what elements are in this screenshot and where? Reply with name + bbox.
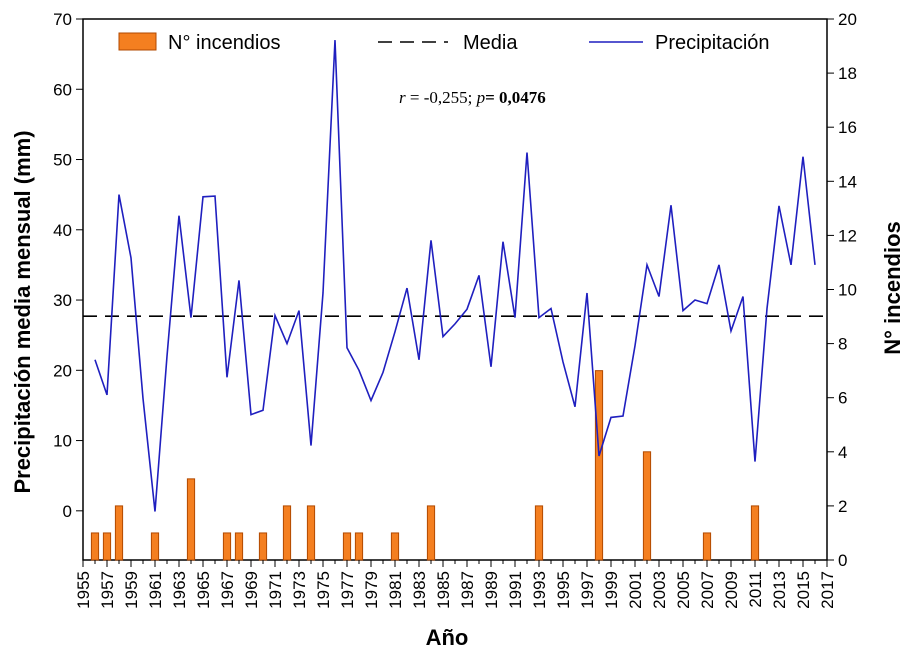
- x-axis: 1955 1957 1959 1961 1963 1965 1967 1969 1971 1973…: [74, 560, 837, 609]
- x-tick-label: 1957: [98, 571, 117, 609]
- x-tick-label: 1999: [602, 571, 621, 609]
- x-tick-label: 2009: [722, 571, 741, 609]
- x-tick-label: 1959: [122, 571, 141, 609]
- p-label: p: [476, 88, 486, 107]
- y-right-tick-label: 16: [838, 118, 857, 137]
- x-tick-label: 1967: [218, 571, 237, 609]
- x-tick-label: 1975: [314, 571, 333, 609]
- fire-bar: [222, 532, 232, 561]
- y-left-tick-label: 70: [53, 10, 72, 29]
- x-tick-label: 1963: [170, 571, 189, 609]
- x-tick-label: 1955: [74, 571, 93, 609]
- legend-bars-label: N° incendios: [168, 32, 281, 54]
- y-right-tick-label: 14: [838, 172, 857, 191]
- fire-bar: [702, 532, 712, 561]
- x-tick-label: 1993: [530, 571, 549, 609]
- legend: N° incendios Media Precipitación: [118, 32, 770, 54]
- y-axis-right-title: N° incendios: [880, 221, 905, 354]
- y-left-tick-label: 20: [53, 361, 72, 380]
- y-right-tick-label: 12: [838, 226, 857, 245]
- y-right-tick-label: 8: [838, 335, 847, 354]
- fire-bar: [642, 451, 652, 561]
- fire-bar: [150, 532, 160, 561]
- x-tick-label: 2017: [818, 571, 837, 609]
- x-tick-label: 1979: [362, 571, 381, 609]
- fire-bar: [114, 505, 124, 561]
- fire-bars: [90, 370, 760, 561]
- legend-mean-label: Media: [463, 32, 518, 54]
- x-tick-label: 1977: [338, 571, 357, 609]
- x-axis-title: Año: [426, 625, 469, 650]
- fire-bar: [186, 478, 196, 561]
- y-left-tick-label: 50: [53, 151, 72, 170]
- y-left-tick-label: 0: [63, 502, 72, 521]
- y-axis-left-title: Precipitación media mensual (mm): [10, 130, 35, 493]
- x-tick-label: 1989: [482, 571, 501, 609]
- x-tick-label: 2013: [770, 571, 789, 609]
- fire-bar: [750, 505, 760, 561]
- y-right-tick-label: 6: [838, 389, 847, 408]
- p-value: = 0,0476: [485, 88, 546, 107]
- correlation-annotation: r = -0,255; p= 0,0476: [399, 88, 546, 107]
- x-tick-label: 2007: [698, 571, 717, 609]
- x-tick-label: 1973: [290, 571, 309, 609]
- x-tick-label: 2011: [746, 571, 765, 608]
- y-left-tick-label: 30: [53, 291, 72, 310]
- fire-bar: [534, 505, 544, 561]
- x-tick-label: 1995: [554, 571, 573, 609]
- y-axis-right: 0 2 4 6 8 10 12 14 16 18 20: [827, 10, 857, 570]
- r-value: = -0,255;: [406, 88, 477, 107]
- x-tick-label: 1997: [578, 571, 597, 609]
- fire-bar: [234, 532, 244, 561]
- x-tick-label: 1987: [458, 571, 477, 609]
- fire-bar: [258, 532, 268, 561]
- x-tick-label: 1983: [410, 571, 429, 609]
- fire-bar: [306, 505, 316, 561]
- legend-line-label: Precipitación: [655, 32, 770, 54]
- fire-bar: [102, 532, 112, 561]
- x-tick-label: 1991: [506, 571, 525, 609]
- x-tick-label: 2003: [650, 571, 669, 609]
- x-tick-label: 1971: [266, 571, 285, 609]
- x-tick-label: 1969: [242, 571, 261, 609]
- x-tick-label: 1985: [434, 571, 453, 609]
- y-right-tick-label: 10: [838, 281, 857, 300]
- y-left-tick-label: 10: [53, 432, 72, 451]
- x-tick-label: 1965: [194, 571, 213, 609]
- x-tick-label: 2005: [674, 571, 693, 609]
- fire-bar: [282, 505, 292, 561]
- y-left-tick-label: 60: [53, 80, 72, 99]
- y-right-tick-label: 2: [838, 497, 847, 516]
- y-axis-left: 0 10 20 30 40 50 60 70: [53, 10, 83, 521]
- x-tick-label: 2015: [794, 571, 813, 609]
- y-right-tick-label: 20: [838, 10, 857, 29]
- fire-bar: [390, 532, 400, 561]
- y-right-tick-label: 18: [838, 64, 857, 83]
- fire-bar: [90, 532, 100, 561]
- x-tick-label: 1981: [386, 571, 405, 609]
- y-right-tick-label: 0: [838, 551, 847, 570]
- r-label: r: [399, 88, 406, 107]
- y-right-tick-label: 4: [838, 443, 847, 462]
- fire-bar: [594, 370, 604, 561]
- fire-bar: [426, 505, 436, 561]
- x-tick-label: 1961: [146, 571, 165, 609]
- fire-bar: [342, 532, 352, 561]
- x-tick-label: 2001: [626, 571, 645, 609]
- y-left-tick-label: 40: [53, 221, 72, 240]
- legend-bars-swatch: [118, 32, 157, 51]
- fire-bar: [354, 532, 364, 561]
- precipitation-line: [94, 40, 816, 512]
